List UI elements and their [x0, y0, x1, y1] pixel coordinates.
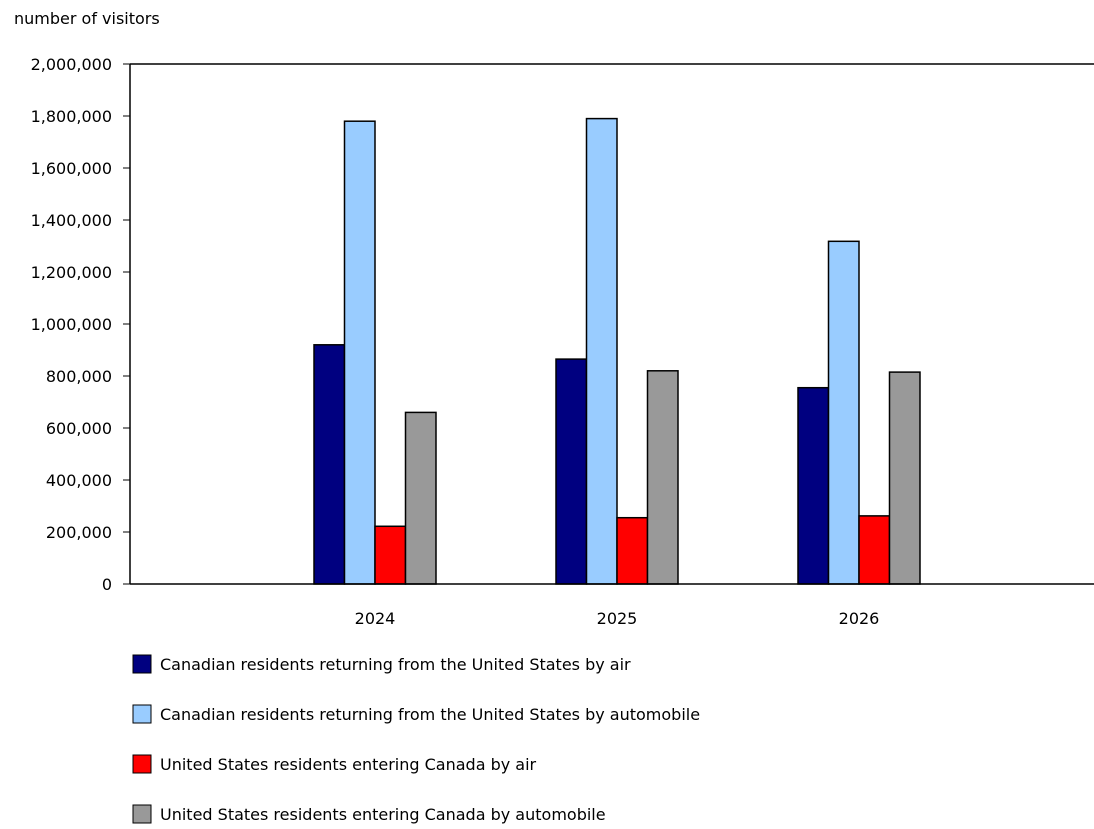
bar-2024-series-2: [343, 120, 376, 585]
y-tick-label: 1,000,000: [31, 315, 112, 334]
y-tick-label: 0: [102, 575, 112, 594]
y-tick-label: 1,600,000: [31, 159, 112, 178]
legend-swatch: [132, 754, 152, 774]
y-tick-label: 400,000: [46, 471, 112, 490]
bar-2024-series-1: [313, 344, 346, 585]
x-tick-label: 2026: [839, 609, 880, 628]
x-axis-ticks: 2024 2025 2026: [355, 609, 880, 628]
legend-swatch: [132, 654, 152, 674]
bar-2024-series-4: [404, 411, 437, 585]
x-tick-label: 2025: [597, 609, 638, 628]
legend-swatch: [132, 704, 152, 724]
y-axis-ticks: 0 200,000 400,000 600,000 800,000 1,000,000 1,…: [31, 55, 130, 594]
bar-2026-series-4: [888, 371, 921, 585]
y-tick-label: 200,000: [46, 523, 112, 542]
bar-2026-series-2: [827, 240, 860, 585]
bar-series: [313, 117, 921, 585]
bar-2025-series-2: [585, 117, 618, 585]
bar-2025-series-1: [555, 358, 588, 585]
legend-swatch: [132, 804, 152, 824]
bar-2026-series-3: [858, 515, 891, 585]
x-tick-label: 2024: [355, 609, 396, 628]
legend-label: Canadian residents returning from the Un…: [160, 705, 700, 724]
y-tick-label: 600,000: [46, 419, 112, 438]
y-tick-label: 2,000,000: [31, 55, 112, 74]
bar-2025-series-4: [646, 370, 679, 585]
y-tick-label: 1,400,000: [31, 211, 112, 230]
axes: [129, 63, 1094, 585]
y-tick-label: 1,200,000: [31, 263, 112, 282]
y-tick-label: 1,800,000: [31, 107, 112, 126]
y-tick-label: 800,000: [46, 367, 112, 386]
legend-label: Canadian residents returning from the Un…: [160, 655, 631, 674]
bar-2024-series-3: [374, 525, 407, 585]
bar-2025-series-3: [616, 516, 649, 585]
legend: Canadian residents returning from the Un…: [132, 654, 700, 824]
y-axis-title: number of visitors: [14, 9, 160, 28]
bar-2026-series-1: [797, 386, 830, 585]
legend-label: United States residents entering Canada …: [160, 805, 606, 824]
legend-label: United States residents entering Canada …: [160, 755, 537, 774]
